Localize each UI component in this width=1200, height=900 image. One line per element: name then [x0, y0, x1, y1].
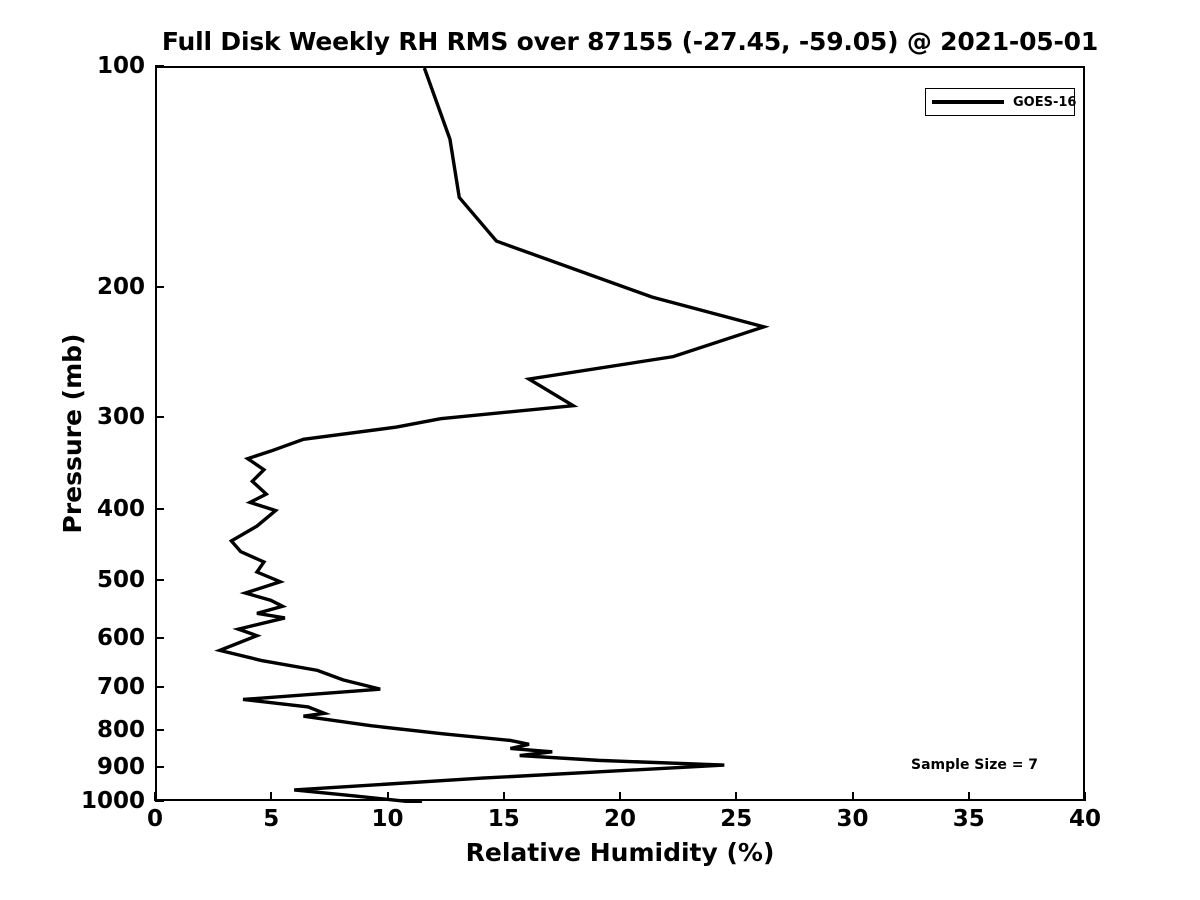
- x-tick-mark: [386, 792, 389, 801]
- y-axis-label: Pressure (mb): [58, 333, 87, 534]
- x-tick-label: 10: [371, 806, 404, 832]
- x-tick-label: 30: [836, 806, 869, 832]
- y-tick-label: 300: [96, 403, 145, 430]
- legend-line-swatch: [932, 100, 1004, 104]
- y-tick-mark: [155, 65, 164, 67]
- x-tick-label: 20: [603, 806, 637, 832]
- x-tick-mark: [1084, 792, 1086, 801]
- y-tick-label: 900: [96, 754, 145, 781]
- sample-size-annotation: Sample Size = 7: [911, 757, 1039, 773]
- y-tick-mark: [155, 578, 164, 581]
- series-line-goes-16: [214, 68, 770, 803]
- data-plot: [214, 68, 770, 803]
- y-tick-mark: [155, 507, 164, 510]
- y-tick-mark: [155, 415, 164, 418]
- x-tick-label: 0: [146, 806, 164, 832]
- y-tick-mark: [155, 286, 164, 289]
- legend: GOES-16: [925, 88, 1077, 116]
- y-tick-label: 500: [96, 566, 145, 593]
- x-tick-label: 35: [952, 806, 985, 832]
- y-tick-label: 1000: [80, 788, 145, 814]
- x-tick-mark: [270, 792, 273, 801]
- y-tick-label: 400: [96, 495, 145, 522]
- y-tick-mark: [155, 636, 164, 639]
- plot-area: [155, 66, 1085, 803]
- y-tick-mark: [155, 728, 164, 731]
- x-axis-label: Relative Humidity (%): [465, 838, 775, 867]
- x-tick-label: 40: [1068, 806, 1102, 832]
- x-tick-mark: [502, 792, 505, 801]
- x-tick-mark: [851, 792, 854, 801]
- y-tick-mark: [155, 800, 164, 802]
- y-tick-label: 600: [96, 624, 145, 651]
- chart-title: Full Disk Weekly RH RMS over 87155 (-27.…: [161, 27, 1099, 56]
- x-tick-mark: [735, 792, 738, 801]
- x-tick-mark: [619, 792, 621, 801]
- y-tick-label: 200: [96, 274, 145, 301]
- y-tick-mark: [155, 686, 164, 689]
- x-tick-label: 15: [487, 806, 520, 832]
- y-tick-label: 700: [96, 674, 145, 701]
- y-tick-label: 800: [96, 716, 145, 743]
- x-tick-mark: [967, 792, 970, 801]
- legend-label-goes-16: GOES-16: [1013, 94, 1077, 110]
- y-tick-label: 100: [96, 53, 145, 79]
- x-tick-label: 5: [263, 806, 280, 832]
- x-tick-mark: [154, 792, 156, 801]
- y-tick-mark: [155, 766, 164, 769]
- x-tick-label: 25: [720, 806, 753, 832]
